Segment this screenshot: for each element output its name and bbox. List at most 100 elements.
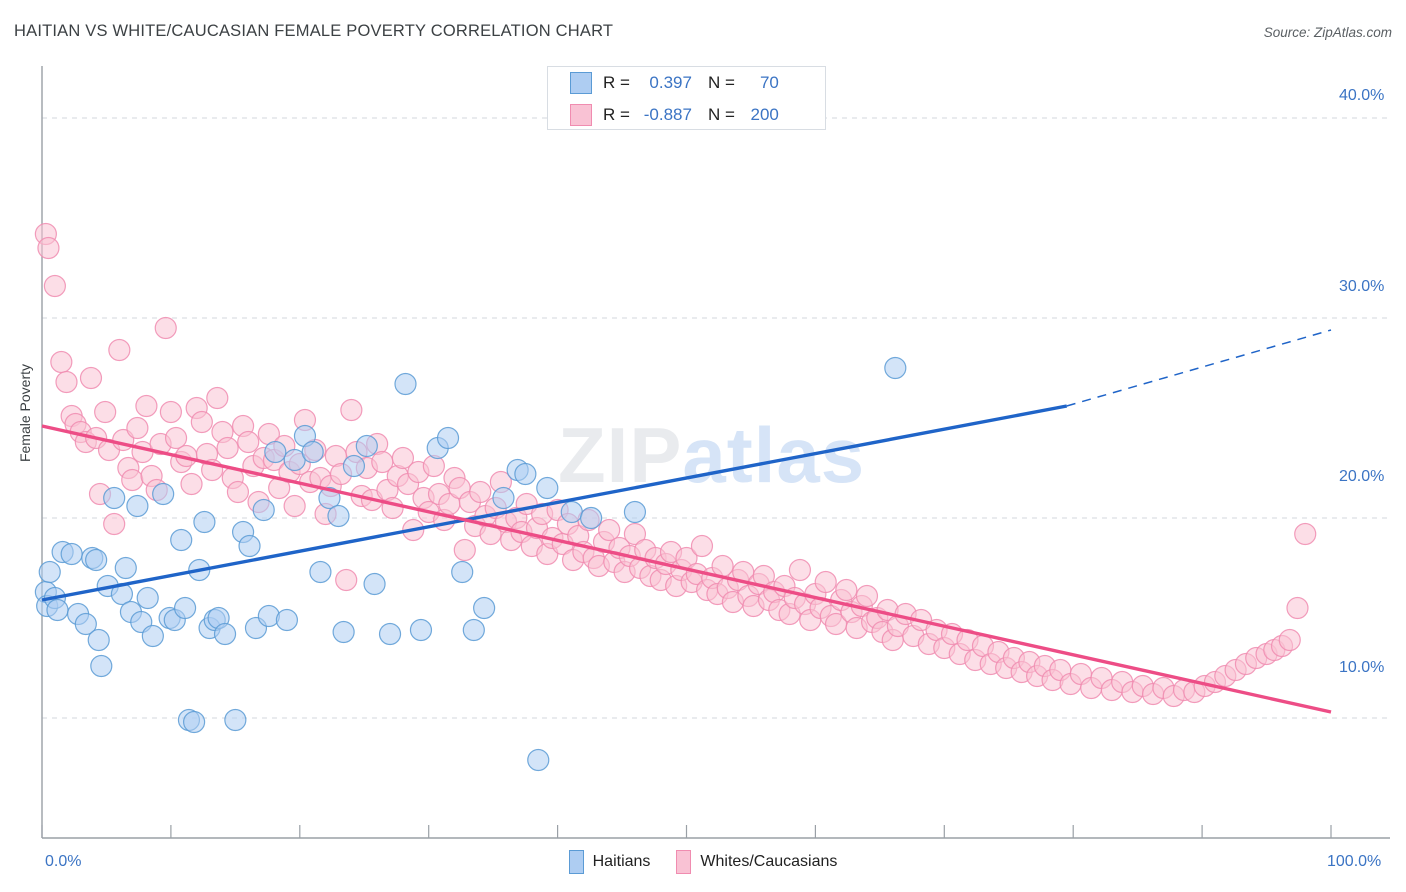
- n-value-pink: 200: [750, 105, 779, 124]
- legend-label-haitians: Haitians: [592, 853, 651, 870]
- r-label-blue: R =: [603, 73, 630, 92]
- data-point: [453, 538, 476, 562]
- y-tick-label-30: 30.0%: [1339, 278, 1385, 295]
- data-point: [469, 480, 492, 504]
- data-point: [1294, 522, 1317, 546]
- data-point: [114, 556, 137, 580]
- data-point: [283, 494, 306, 518]
- legend-swatch-haitians-icon: [568, 850, 584, 874]
- data-point: [422, 454, 445, 478]
- data-point: [60, 542, 83, 566]
- n-label-pink: N =: [707, 105, 735, 124]
- legend-item-haitians[interactable]: Haitians: [568, 850, 651, 874]
- data-point: [355, 434, 378, 458]
- x-tick-label-min: 0.0%: [45, 853, 82, 870]
- data-point: [409, 618, 433, 642]
- data-point: [159, 400, 182, 424]
- data-point: [38, 560, 61, 584]
- series-legend: Haitians Whites/Caucasians: [0, 850, 1406, 874]
- data-point: [108, 338, 131, 362]
- stats-legend-row-haitians: R = 0.397 N = 70: [548, 67, 825, 99]
- data-point: [238, 534, 261, 558]
- data-point: [473, 596, 496, 620]
- data-point: [514, 462, 537, 486]
- legend-swatch-whites-icon: [676, 850, 692, 874]
- source-attribution: Source: ZipAtlas.com: [1263, 25, 1392, 40]
- data-point: [479, 522, 502, 546]
- trend-line-extension-haitians: [1066, 329, 1332, 407]
- data-point: [264, 440, 287, 464]
- data-point: [598, 518, 621, 542]
- legend-label-whites: Whites/Caucasians: [700, 853, 838, 870]
- data-point: [391, 446, 415, 470]
- data-point: [492, 486, 515, 510]
- data-point: [135, 394, 158, 418]
- data-point: [103, 512, 126, 536]
- data-point: [136, 586, 159, 610]
- data-point: [152, 482, 175, 506]
- data-point: [50, 350, 73, 374]
- x-tick-label-max: 100.0%: [1327, 853, 1382, 870]
- data-point: [170, 528, 193, 552]
- data-point: [462, 618, 485, 642]
- data-point: [257, 604, 280, 628]
- data-point: [1286, 596, 1309, 620]
- data-point: [121, 468, 144, 492]
- legend-item-whites[interactable]: Whites/Caucasians: [676, 850, 837, 874]
- data-point: [690, 534, 714, 558]
- data-point: [378, 622, 402, 646]
- data-point: [37, 236, 60, 260]
- data-point: [193, 510, 216, 534]
- r-label-pink: R =: [603, 105, 630, 124]
- data-point: [94, 400, 117, 424]
- page-title: HAITIAN VS WHITE/CAUCASIAN FEMALE POVERT…: [14, 22, 614, 40]
- data-point: [252, 498, 275, 522]
- y-tick-label-10: 10.0%: [1339, 659, 1385, 676]
- data-point: [327, 504, 350, 528]
- data-point: [85, 548, 108, 572]
- data-point: [623, 522, 647, 546]
- data-point: [55, 370, 78, 394]
- data-point: [335, 568, 358, 592]
- n-value-blue: 70: [759, 73, 779, 92]
- stats-legend: R = 0.397 N = 70 R = -0.887 N = 200: [547, 66, 826, 130]
- n-label-blue: N =: [707, 73, 735, 92]
- data-point: [126, 416, 149, 440]
- data-point: [332, 620, 355, 644]
- data-point: [46, 598, 69, 622]
- data-point: [237, 430, 260, 454]
- data-point: [213, 622, 237, 646]
- data-point: [1278, 628, 1301, 652]
- data-point: [206, 386, 229, 410]
- data-point: [216, 436, 239, 460]
- data-point: [814, 570, 837, 594]
- data-point: [183, 710, 206, 734]
- data-point: [536, 476, 559, 500]
- data-point: [884, 356, 907, 380]
- series-points-whites-caucasians: [34, 222, 1317, 708]
- data-point: [363, 572, 386, 596]
- data-point: [301, 440, 324, 464]
- data-point: [835, 578, 858, 602]
- data-point: [141, 624, 164, 648]
- trend-line-haitians: [41, 404, 1068, 602]
- data-point: [74, 612, 97, 636]
- data-point: [318, 486, 341, 510]
- data-point: [79, 366, 103, 390]
- data-point: [180, 472, 203, 496]
- data-point: [164, 426, 188, 450]
- data-point: [436, 426, 460, 450]
- data-point: [103, 486, 126, 510]
- data-point: [623, 500, 647, 524]
- data-point: [190, 410, 213, 434]
- trend-line-whites-caucasians: [41, 424, 1332, 714]
- data-point: [224, 708, 247, 732]
- y-tick-label-40: 40.0%: [1339, 87, 1385, 104]
- data-point: [43, 274, 66, 298]
- data-point: [527, 748, 550, 772]
- data-point: [275, 608, 299, 632]
- data-point: [855, 584, 879, 608]
- data-point: [173, 596, 197, 620]
